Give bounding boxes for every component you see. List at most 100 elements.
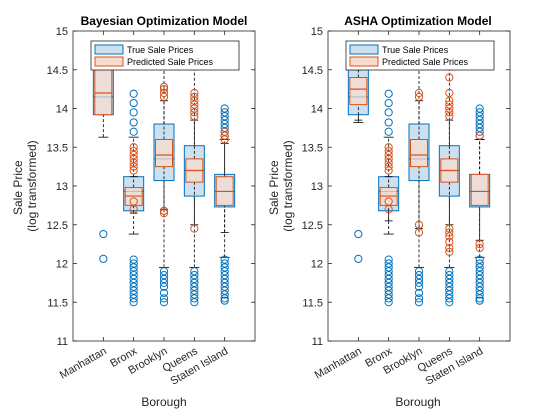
outlier-point — [190, 278, 199, 287]
box-bronx — [379, 143, 398, 222]
outlier-point — [475, 131, 484, 140]
outlier-point — [414, 294, 424, 303]
y-tick-label: 15 — [311, 26, 323, 38]
box-rect — [155, 139, 173, 168]
y-tick-label: 11 — [57, 336, 68, 348]
outlier-point — [220, 263, 229, 272]
outlier-point — [384, 259, 393, 268]
outlier-point — [475, 259, 484, 268]
outlier-point — [190, 224, 199, 233]
box-staten-island — [215, 127, 234, 233]
outlier-point — [220, 259, 229, 268]
outlier-point — [445, 224, 454, 233]
outlier-point — [129, 89, 138, 98]
y-tick-label: 12 — [56, 259, 68, 271]
outlier-point — [129, 158, 138, 167]
outlier-point — [190, 274, 199, 284]
outlier-point — [475, 274, 484, 284]
outlier-point — [414, 228, 424, 237]
outlier-point — [220, 127, 229, 136]
outlier-point — [354, 229, 363, 239]
box-rect — [470, 173, 489, 206]
outlier-point — [445, 286, 454, 295]
outlier-point — [445, 290, 454, 299]
outlier-point — [384, 108, 393, 117]
y-axis-label-line1: Sale Price — [267, 160, 281, 215]
outlier-point — [445, 73, 454, 82]
outlier-point — [190, 100, 199, 109]
outlier-point — [190, 294, 199, 303]
outlier-point — [159, 298, 169, 307]
outlier-point — [414, 92, 424, 101]
y-axis-label-line2: (log transformed) — [25, 140, 39, 231]
outlier-point — [475, 119, 484, 129]
outlier-point — [99, 229, 108, 239]
y-tick-label: 13 — [311, 181, 323, 193]
box-queens — [185, 88, 204, 233]
outlier-point — [384, 89, 393, 98]
outlier-point — [475, 108, 484, 117]
outlier-point — [220, 271, 229, 280]
plot-marks — [92, 69, 236, 307]
outlier-point — [129, 267, 138, 276]
outlier-point — [384, 255, 393, 264]
outlier-point — [159, 282, 169, 291]
legend-label: Predicted Sale Prices — [127, 57, 214, 67]
outlier-point — [384, 166, 393, 175]
outlier-point — [220, 274, 229, 284]
outlier-point — [445, 232, 454, 241]
outlier-point — [414, 278, 424, 287]
outlier-point — [445, 282, 454, 291]
outlier-point — [414, 298, 424, 307]
box-manhattan — [94, 69, 113, 116]
outlier-point — [129, 143, 138, 152]
outlier-point — [354, 254, 363, 263]
outlier-point — [129, 150, 138, 160]
outlier-point — [475, 286, 484, 295]
outlier-point — [159, 206, 169, 215]
outlier-point — [384, 298, 393, 307]
outlier-point — [129, 282, 138, 291]
outlier-point — [190, 267, 199, 276]
outlier-point — [445, 228, 454, 237]
outlier-point — [99, 254, 108, 263]
legend: True Sale Prices Predicted Sale Prices — [345, 40, 495, 71]
outlier-point — [220, 286, 229, 295]
box-staten-island — [470, 131, 489, 253]
plot-marks — [347, 69, 491, 307]
box-rect — [94, 69, 113, 116]
outlier-point — [220, 290, 229, 299]
outlier-point — [129, 98, 138, 108]
outlier-point — [129, 162, 138, 171]
outlier-point — [159, 288, 169, 298]
y-tick-label: 13 — [56, 181, 68, 193]
outlier-point — [190, 88, 199, 98]
outlier-point — [414, 288, 424, 298]
outlier-point — [384, 127, 393, 136]
outlier-point — [384, 263, 393, 272]
outlier-point — [475, 267, 484, 276]
outlier-point — [190, 298, 199, 307]
y-tick-label: 14 — [311, 104, 323, 116]
outlier-point — [190, 92, 199, 101]
outlier-point — [220, 267, 229, 276]
outlier-point — [475, 290, 484, 299]
legend-swatch — [94, 56, 124, 67]
box-rect — [349, 77, 368, 106]
outlier-point — [384, 197, 393, 206]
x-axis-label: Borough — [395, 395, 440, 409]
legend-swatch — [349, 44, 379, 55]
predicted-price-series — [349, 69, 489, 256]
outlier-point — [159, 267, 169, 276]
y-tick-label: 13.5 — [302, 142, 323, 154]
outlier-point — [384, 143, 393, 152]
outlier-point — [475, 282, 484, 291]
outlier-point — [384, 294, 393, 303]
y-tick-label: 15 — [56, 26, 68, 38]
box-rect — [410, 139, 428, 168]
outlier-point — [384, 274, 393, 284]
outlier-point — [129, 298, 138, 307]
outlier-point — [220, 108, 229, 117]
outlier-point — [220, 119, 229, 129]
